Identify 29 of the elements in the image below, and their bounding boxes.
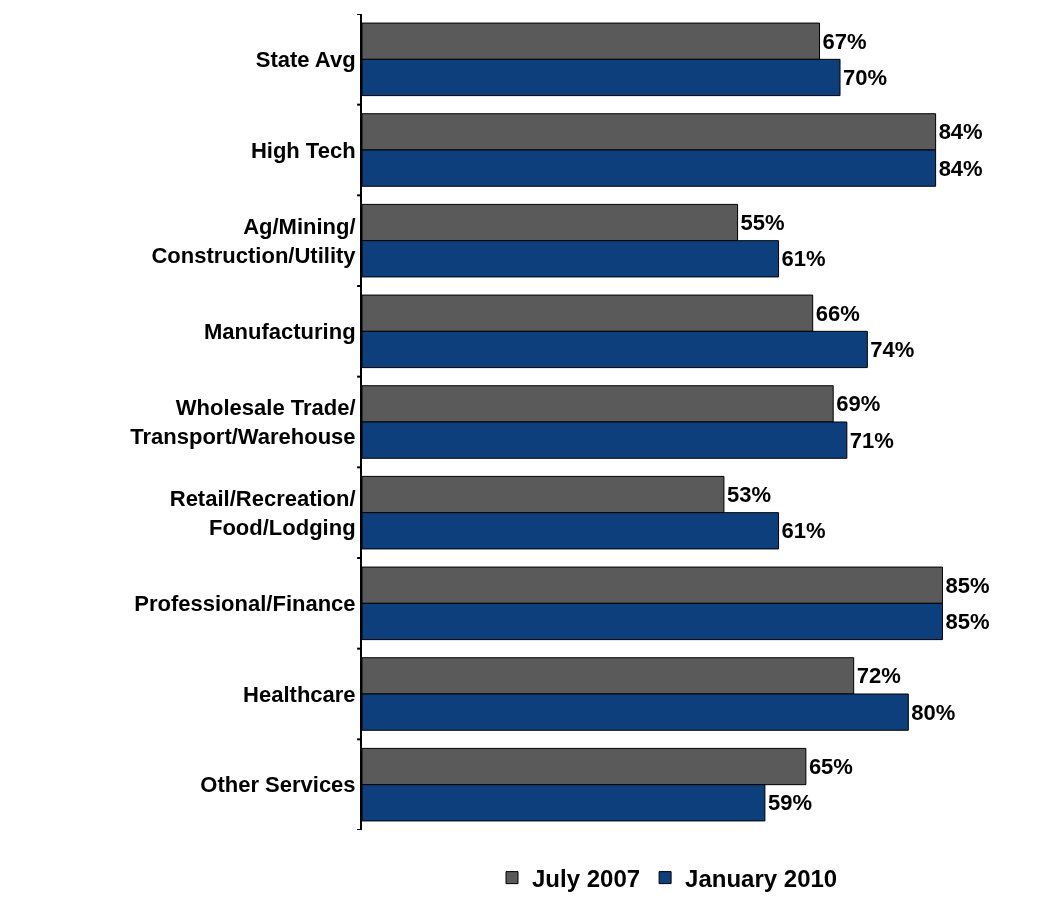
data-label: 85% [945,572,990,598]
data-label: 67% [822,28,867,54]
y-tick-label: State Avg [255,47,356,73]
data-label: 84% [938,155,983,181]
data-label: 85% [945,608,990,634]
data-label: 74% [870,336,915,362]
legend-label: January 2010 [685,864,838,892]
data-label: 66% [815,300,860,326]
data-label: 53% [726,482,771,508]
data-label: 61% [781,246,826,272]
data-label: 70% [843,64,888,90]
y-tick-label: Manufacturing [204,319,356,345]
data-label: 72% [856,663,901,689]
data-label: 80% [911,699,956,725]
data-label: 84% [938,119,983,145]
y-tick-label: Other Services [200,772,356,798]
data-label: 71% [849,427,894,453]
y-tick-label: Retail/Recreation/ Food/Lodging [169,486,356,540]
y-tick-label: Professional/Finance [134,591,356,617]
y-tick-label: Ag/Mining/ Construction/Utility [151,214,357,268]
data-label: 69% [836,391,881,417]
y-tick-label: Healthcare [243,681,356,707]
legend-label: July 2007 [532,864,641,892]
data-label: 59% [767,790,812,816]
y-tick-label: High Tech [250,137,356,163]
data-label: 61% [781,518,826,544]
data-label: 55% [740,210,785,236]
data-label: 65% [808,754,853,780]
y-tick-label: Wholesale Trade/ Transport/Warehouse [130,395,356,449]
